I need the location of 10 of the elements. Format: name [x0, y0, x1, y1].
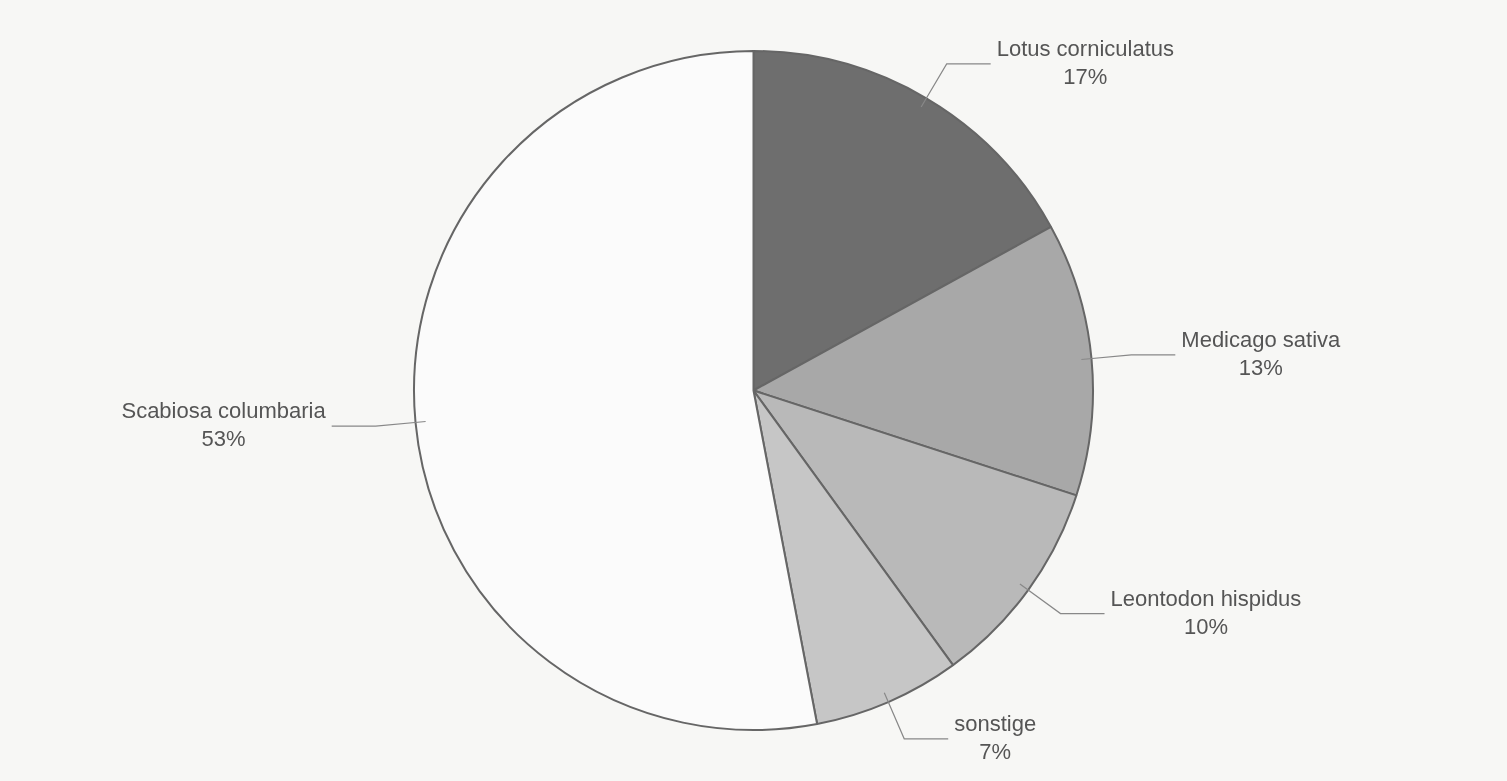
data-label: 17% — [1063, 63, 1108, 89]
data-label: 13% — [1238, 354, 1283, 380]
slice-label: sonstige — [954, 710, 1037, 736]
slice-label: Scabiosa columbaria — [121, 398, 327, 424]
slice-label: Lotus corniculatus — [996, 35, 1175, 61]
slice-label: Leontodon hispidus — [1110, 585, 1302, 611]
data-label: 53% — [201, 426, 246, 452]
data-label: 10% — [1183, 613, 1228, 639]
data-label: 7% — [979, 738, 1012, 764]
slice-label: Medicago sativa — [1181, 326, 1342, 352]
